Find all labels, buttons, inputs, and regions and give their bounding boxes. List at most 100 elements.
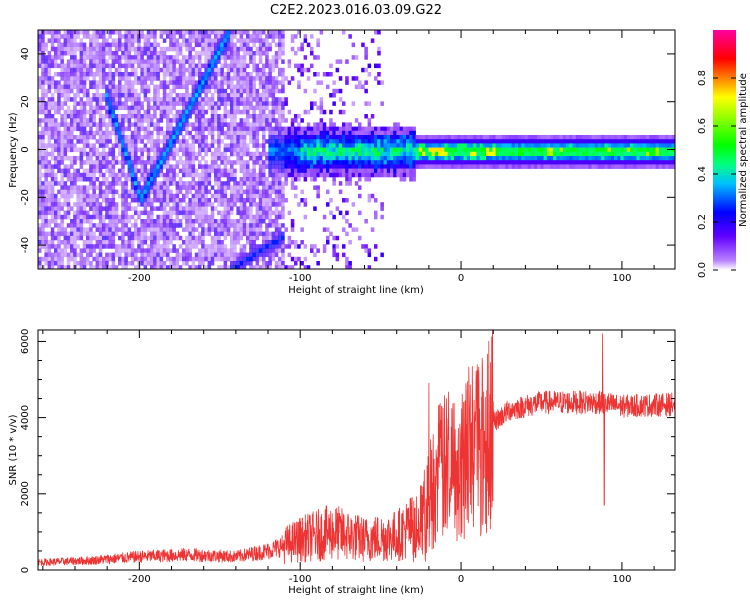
heatmap-cell	[47, 55, 52, 60]
heatmap-cell	[44, 252, 48, 258]
heatmap-cell	[143, 177, 148, 182]
heatmap-cell	[255, 105, 260, 111]
heatmap-cell	[182, 160, 186, 165]
heatmap-cell	[297, 160, 301, 165]
heatmap-cell	[191, 256, 196, 262]
heatmap-cell	[60, 139, 64, 144]
heatmap-cell	[105, 114, 109, 119]
heatmap-cell	[294, 126, 298, 132]
heatmap-cell	[198, 223, 202, 228]
heatmap-cell	[124, 252, 128, 258]
heatmap-cell	[508, 143, 512, 148]
heatmap-cell	[348, 164, 352, 169]
heatmap-cell	[156, 76, 160, 81]
heatmap-cell	[326, 235, 330, 241]
heatmap-cell	[367, 139, 372, 144]
heatmap-cell	[153, 265, 157, 269]
heatmap-cell	[214, 114, 218, 119]
heatmap-cell	[582, 147, 586, 153]
heatmap-cell	[556, 139, 560, 144]
heatmap-cell	[153, 193, 157, 199]
heatmap-cell	[281, 114, 285, 119]
heatmap-cell	[114, 172, 119, 178]
heatmap-cell	[527, 143, 532, 148]
heatmap-cell	[92, 114, 96, 119]
heatmap-cell	[358, 185, 362, 190]
heatmap-cell	[614, 143, 618, 148]
heatmap-cell	[386, 164, 391, 169]
heatmap-cell	[47, 198, 52, 203]
heatmap-cell	[140, 76, 144, 81]
heatmap-cell	[230, 231, 234, 237]
heatmap-cell	[316, 126, 320, 132]
heatmap-cell	[230, 67, 234, 73]
heatmap-cell	[201, 219, 205, 224]
heatmap-cell	[92, 72, 96, 77]
heatmap-cell	[284, 139, 288, 144]
heatmap-cell	[258, 193, 263, 199]
heatmap-cell	[198, 256, 202, 262]
heatmap-cell	[230, 63, 234, 69]
heatmap-cell	[332, 172, 336, 178]
heatmap-cell	[489, 135, 493, 140]
heatmap-cell	[319, 30, 324, 35]
heatmap-cell	[354, 181, 359, 186]
heatmap-cell	[188, 46, 192, 52]
heatmap-cell	[319, 139, 324, 144]
heatmap-cell	[140, 101, 144, 106]
heatmap-cell	[143, 147, 148, 153]
heatmap-cell	[108, 72, 112, 77]
heatmap-cell	[127, 126, 132, 132]
heatmap-cell	[284, 126, 288, 132]
heatmap-cell	[572, 143, 576, 148]
heatmap-cell	[172, 55, 176, 60]
heatmap-cell	[230, 93, 234, 98]
heatmap-cell	[214, 101, 218, 106]
heatmap-cell	[134, 109, 138, 115]
heatmap-cell	[130, 114, 135, 119]
heatmap-cell	[290, 34, 295, 39]
heatmap-cell	[50, 156, 55, 161]
heatmap-cell	[185, 185, 189, 190]
heatmap-cell	[415, 147, 420, 153]
heatmap-cell	[498, 156, 503, 161]
heatmap-cell	[358, 156, 362, 161]
heatmap-cell	[44, 235, 48, 241]
heatmap-cell	[50, 46, 55, 52]
heatmap-cell	[402, 126, 407, 132]
heatmap-cell	[358, 84, 362, 90]
heatmap-cell	[345, 168, 349, 174]
heatmap-cell	[364, 172, 368, 178]
heatmap-cell	[322, 227, 327, 232]
heatmap-cell	[230, 80, 234, 85]
heatmap-cell	[111, 240, 116, 245]
heatmap-cell	[271, 88, 276, 94]
heatmap-cell	[82, 198, 87, 203]
heatmap-cell	[76, 210, 80, 216]
heatmap-cell	[233, 59, 237, 64]
heatmap-cell	[444, 151, 448, 157]
heatmap-cell	[290, 126, 295, 132]
heatmap-cell	[73, 76, 77, 81]
heatmap-cell	[162, 206, 167, 211]
heatmap-cell	[633, 151, 637, 157]
heatmap-cell	[255, 101, 260, 106]
heatmap-cell	[486, 147, 490, 153]
heatmap-cell	[150, 130, 154, 136]
heatmap-cell	[76, 67, 80, 73]
heatmap-cell	[194, 172, 199, 178]
heatmap-cell	[284, 177, 288, 182]
heatmap-cell	[114, 118, 119, 123]
heatmap-cell	[162, 97, 167, 102]
heatmap-cell	[239, 109, 244, 115]
heatmap-cell	[278, 168, 282, 174]
heatmap-cell	[66, 84, 71, 90]
heatmap-cell	[249, 88, 253, 94]
heatmap-cell	[242, 181, 247, 186]
heatmap-cell	[76, 34, 80, 39]
heatmap-cell	[166, 248, 170, 253]
heatmap-cell	[194, 202, 199, 207]
heatmap-cell	[44, 80, 48, 85]
